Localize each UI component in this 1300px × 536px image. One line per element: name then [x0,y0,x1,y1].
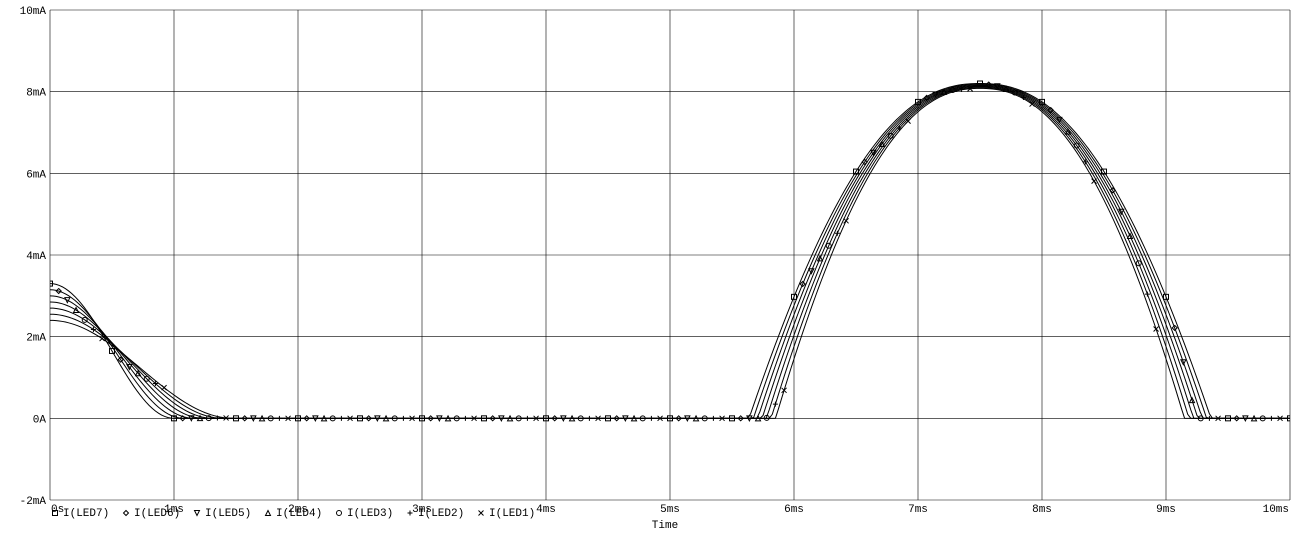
y-tick: 0A [33,414,47,426]
y-tick: 6mA [26,169,46,181]
y-tick: 2mA [26,333,46,345]
legend-item: I(LED3) [347,508,393,520]
x-tick: 6ms [784,504,804,516]
y-tick: 8mA [26,88,46,100]
y-tick: 4mA [26,251,46,263]
x-tick: 9ms [1156,504,1176,516]
x-tick: 10ms [1263,504,1289,516]
legend-item: I(LED5) [205,508,251,520]
legend-item: I(LED1) [489,508,535,520]
y-tick: -2mA [20,496,47,508]
y-tick: 10mA [20,6,47,18]
x-tick: 7ms [908,504,928,516]
x-axis-label: Time [652,520,678,532]
x-tick: 8ms [1032,504,1052,516]
x-tick: 5ms [660,504,680,516]
x-tick: 4ms [536,504,556,516]
legend-item: I(LED2) [418,508,464,520]
legend-item: I(LED6) [134,508,180,520]
legend-item: I(LED7) [63,508,109,520]
legend-item: I(LED4) [276,508,322,520]
spice-plot: 0s1ms2ms3ms4ms5ms6ms7ms8ms9ms10ms-2mA0A2… [0,0,1300,536]
